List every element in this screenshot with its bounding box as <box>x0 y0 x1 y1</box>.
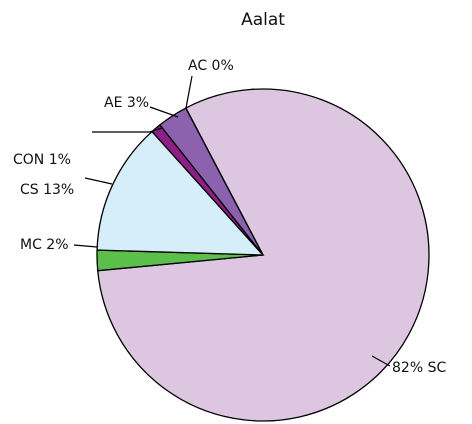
pie-slice <box>185 107 264 256</box>
slice-label: AC 0% <box>188 58 234 74</box>
leader-line <box>92 127 163 133</box>
slice-label: 82% SC <box>392 360 446 376</box>
leader-line <box>371 355 391 367</box>
slice-label: CON 1% <box>13 152 71 168</box>
chart-title: Aalat <box>241 10 285 30</box>
slice-label: AE 3% <box>104 95 149 111</box>
slice-label: CS 13% <box>20 182 74 198</box>
leader-line <box>73 244 98 248</box>
slice-label: MC 2% <box>20 237 69 253</box>
leader-line <box>84 177 113 185</box>
leader-line <box>149 106 179 118</box>
pie-slice <box>96 130 265 256</box>
leader-line <box>185 75 193 109</box>
